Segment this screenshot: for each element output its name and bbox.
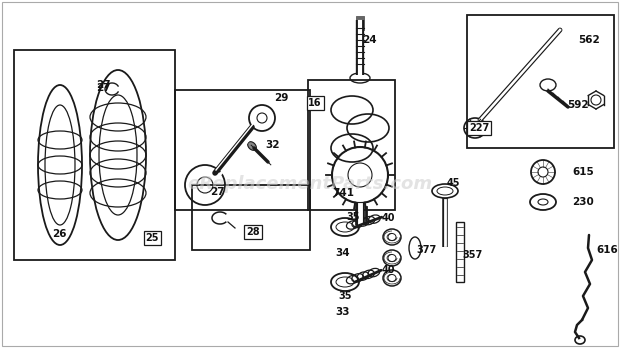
Text: 24: 24 [362,35,376,45]
Ellipse shape [247,142,256,150]
Text: 35: 35 [346,212,360,222]
Text: 27: 27 [210,187,224,197]
Text: 35: 35 [338,291,352,301]
Text: 227: 227 [469,123,489,133]
Bar [467,15,614,148]
Text: 16: 16 [308,98,322,108]
Bar [192,185,310,250]
Text: 40: 40 [382,213,396,223]
Text: 357: 357 [462,250,482,260]
Bar [456,222,464,282]
Text: 32: 32 [265,140,280,150]
Text: 230: 230 [572,197,594,207]
Text: 33: 33 [335,307,350,317]
Text: 741: 741 [332,188,354,198]
Text: 616: 616 [596,245,618,255]
Text: 45: 45 [447,178,461,188]
Text: 34: 34 [335,248,350,258]
Bar [356,16,364,30]
Bar [308,80,395,210]
Text: 26: 26 [52,229,66,239]
Text: 28: 28 [246,227,260,237]
Text: 27: 27 [96,83,110,93]
Text: 27: 27 [96,80,110,90]
Text: eReplacementParts.com: eReplacementParts.com [187,175,433,193]
Text: 377: 377 [416,245,436,255]
Text: 40: 40 [382,265,396,275]
Bar [175,90,310,210]
Text: 25: 25 [145,233,159,243]
Text: 615: 615 [572,167,594,177]
Text: 592: 592 [567,100,588,110]
Text: 29: 29 [274,93,288,103]
Text: 562: 562 [578,35,600,45]
Bar [14,50,175,260]
